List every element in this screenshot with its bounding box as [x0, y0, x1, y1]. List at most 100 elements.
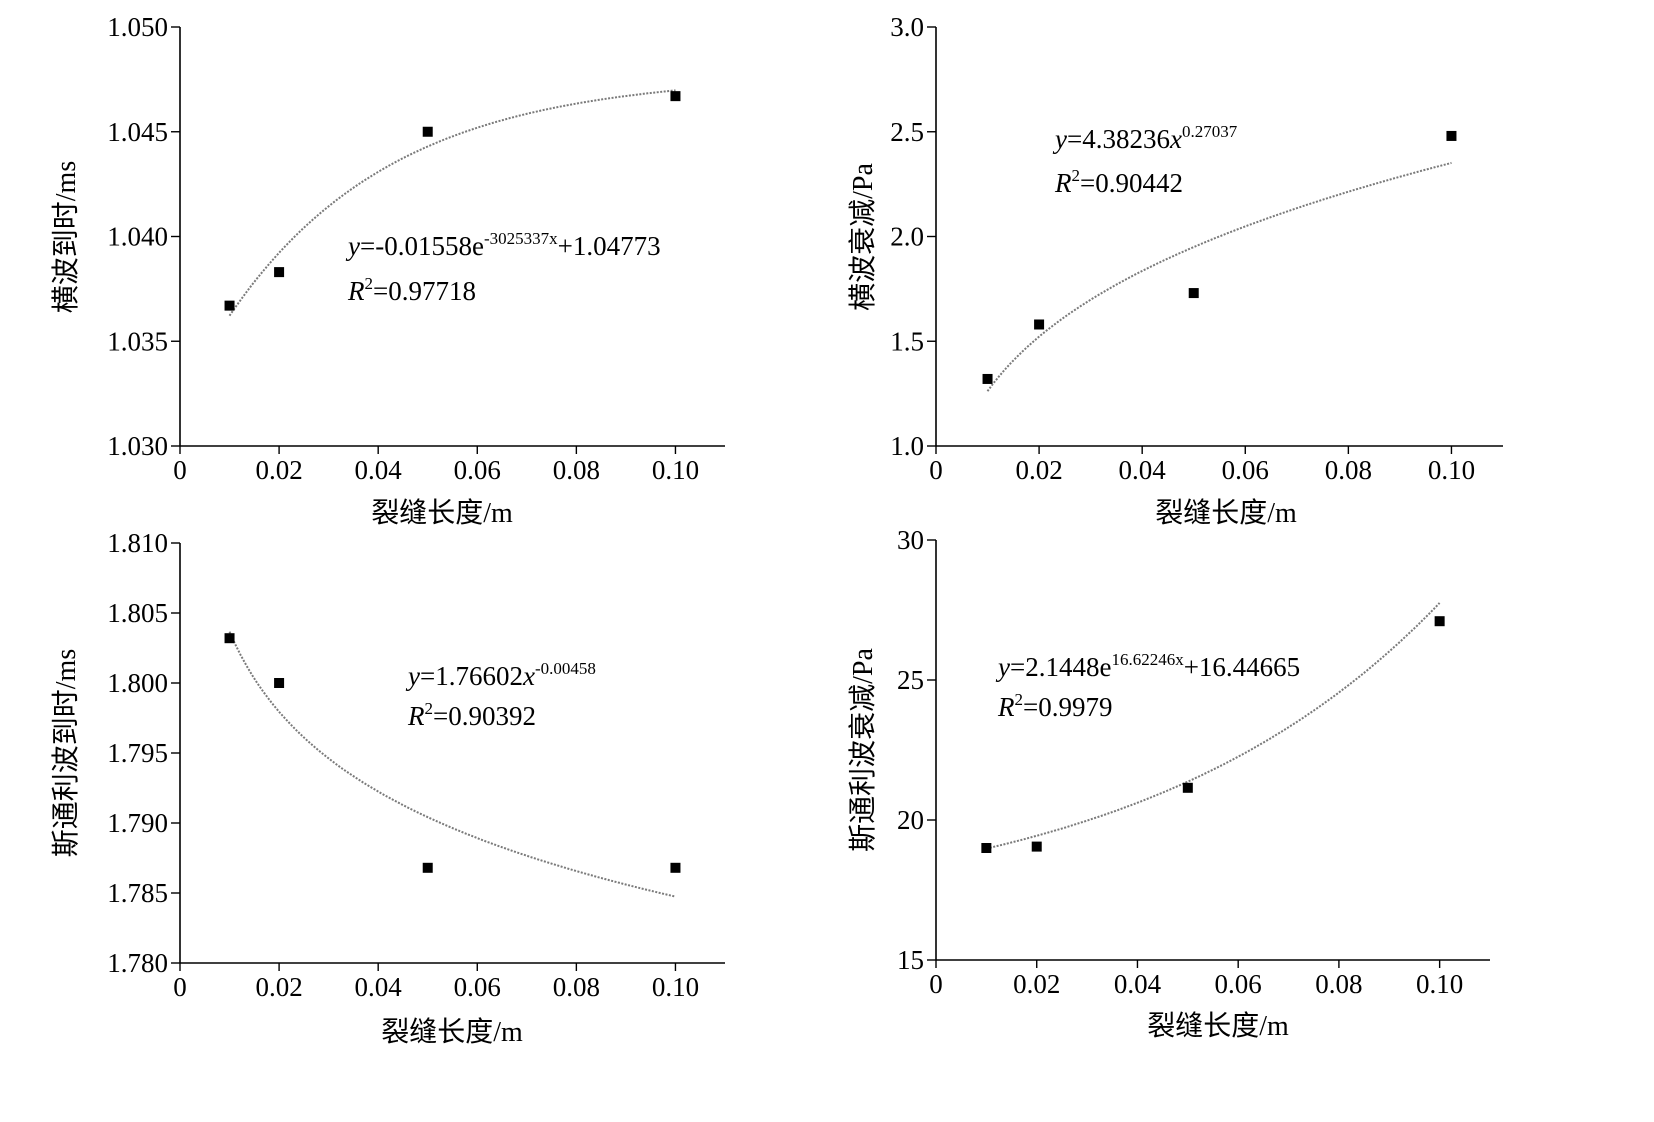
data-point [224, 300, 235, 311]
eq-y-var: y [1052, 124, 1067, 154]
x-tick-label: 0.02 [1015, 455, 1062, 485]
y-axis-title: 斯通利波到时/ms [50, 649, 82, 857]
plot-group: 15 20 25 30 0 0.02 0.04 0.06 0.08 0.10 [897, 525, 1490, 999]
data-point [422, 126, 433, 137]
eq-y-var: y [345, 231, 360, 261]
data-point [670, 862, 681, 873]
x-tick-label: 0.08 [1325, 455, 1372, 485]
fit-equation: y=2.1448e16.62246x+16.44665 [995, 650, 1300, 682]
eq-main: =1.76602 [420, 661, 523, 691]
fit-equation: y=1.76602x-0.00458 [405, 659, 596, 691]
x-tick-label: 0 [929, 455, 943, 485]
data-point [422, 862, 433, 873]
x-tick-label: 0.04 [355, 455, 403, 485]
x-tick-label: 0 [173, 972, 187, 1002]
x-tick-label: 0.08 [553, 455, 600, 485]
y-tick-label: 30 [897, 525, 924, 555]
y-axis-title: 横波衰减/Pa [847, 163, 879, 311]
data-point [982, 373, 993, 384]
eq-y-var: y [995, 652, 1010, 682]
plot-group: 1.030 1.035 1.040 1.045 1.050 0 0.02 0.04 0.06 0.… [107, 12, 725, 485]
y-axis-title: 斯通利波衰减/Pa [847, 648, 879, 852]
data-point [1188, 288, 1199, 299]
x-tick-label: 0 [173, 455, 187, 485]
x-axis-title: 裂缝长度/m [1155, 497, 1297, 529]
x-tick-label: 0.08 [1315, 969, 1362, 999]
chart-shear-attenuation: 1.0 1.5 2.0 2.5 3.0 0 0.02 0.04 0.06 0.08 0.10 横波衰… [847, 12, 1503, 529]
r-sup: 2 [425, 699, 434, 718]
y-tick-label: 1.805 [107, 598, 168, 628]
y-tick-label: 1.800 [107, 668, 168, 698]
y-axis-title: 横波到时/ms [50, 161, 82, 313]
data-point [224, 633, 235, 644]
data-point [1034, 319, 1045, 330]
r-squared: R2=0.90442 [1054, 166, 1183, 198]
fit-curve [986, 161, 1452, 392]
fit-curve [228, 89, 676, 317]
y-tick-label: 1.035 [107, 326, 168, 356]
y-tick-label: 1.795 [107, 738, 168, 768]
eq-y-var: y [405, 661, 420, 691]
eq-x-var: x [522, 661, 535, 691]
x-tick-label: 0.10 [1428, 455, 1475, 485]
x-tick-label: 0.06 [1215, 969, 1262, 999]
x-tick-label: 0.04 [1114, 969, 1162, 999]
y-tick-label: 1.0 [890, 431, 924, 461]
y-tick-label: 20 [897, 805, 924, 835]
r-var: R [997, 692, 1015, 722]
r-var: R [1054, 168, 1072, 198]
r-sup: 2 [365, 274, 374, 293]
r-value: =0.97718 [373, 276, 476, 306]
x-tick-label: 0.10 [652, 455, 699, 485]
y-tick-label: 1.045 [107, 117, 168, 147]
plot-group: 1.780 1.785 1.790 1.795 1.800 1.805 1.810 0 0.02… [107, 528, 725, 1002]
r-sup: 2 [1072, 166, 1081, 185]
x-tick-label: 0.10 [1416, 969, 1463, 999]
r-squared: R2=0.97718 [347, 274, 476, 306]
eq-exponent: 0.27037 [1182, 122, 1238, 141]
data-point [981, 843, 992, 853]
y-tick-label: 25 [897, 665, 924, 695]
x-tick-label: 0.02 [255, 972, 302, 1002]
x-tick-label: 0.06 [454, 972, 501, 1002]
data-point [274, 678, 285, 688]
data-point [1434, 616, 1445, 627]
eq-tail: +1.04773 [558, 231, 661, 261]
r-squared: R2=0.9979 [997, 690, 1112, 722]
eq-tail: +16.44665 [1184, 652, 1300, 682]
eq-main: =4.38236 [1067, 124, 1170, 154]
r-var: R [407, 701, 425, 731]
plot-group: 1.0 1.5 2.0 2.5 3.0 0 0.02 0.04 0.06 0.08 0.10 [890, 12, 1503, 485]
eq-main: =2.1448e [1010, 652, 1111, 682]
x-tick-label: 0.06 [454, 455, 501, 485]
eq-exponent: -0.00458 [535, 659, 596, 678]
y-tick-label: 1.790 [107, 808, 168, 838]
y-tick-label: 1.810 [107, 528, 168, 558]
x-axis-title: 裂缝长度/m [1147, 1010, 1289, 1042]
data-point [1446, 130, 1457, 141]
x-tick-label: 0 [929, 969, 943, 999]
eq-exponent: -3025337x [484, 229, 558, 248]
data-point [670, 91, 681, 102]
y-tick-label: 3.0 [890, 12, 924, 42]
fit-equation: y=4.38236x0.27037 [1052, 122, 1238, 154]
data-point [1182, 782, 1193, 793]
y-tick-label: 1.040 [107, 222, 168, 252]
x-tick-label: 0.04 [1119, 455, 1167, 485]
y-tick-label: 2.5 [890, 117, 924, 147]
x-tick-label: 0.02 [1013, 969, 1060, 999]
x-tick-label: 0.08 [553, 972, 600, 1002]
x-axis-title: 裂缝长度/m [371, 497, 513, 529]
r-squared: R2=0.90392 [407, 699, 536, 731]
r-value: =0.90442 [1080, 168, 1183, 198]
y-tick-label: 1.780 [107, 948, 168, 978]
x-tick-label: 0.02 [255, 455, 302, 485]
data-point [1031, 841, 1042, 852]
fit-curve [986, 602, 1441, 850]
chart-shear-arrival-time: 1.030 1.035 1.040 1.045 1.050 0 0.02 0.04 0.06 0.… [50, 12, 725, 529]
r-value: =0.90392 [433, 701, 536, 731]
x-tick-label: 0.06 [1222, 455, 1269, 485]
y-tick-label: 2.0 [890, 222, 924, 252]
data-point [274, 267, 285, 278]
x-axis-title: 裂缝长度/m [381, 1016, 523, 1048]
